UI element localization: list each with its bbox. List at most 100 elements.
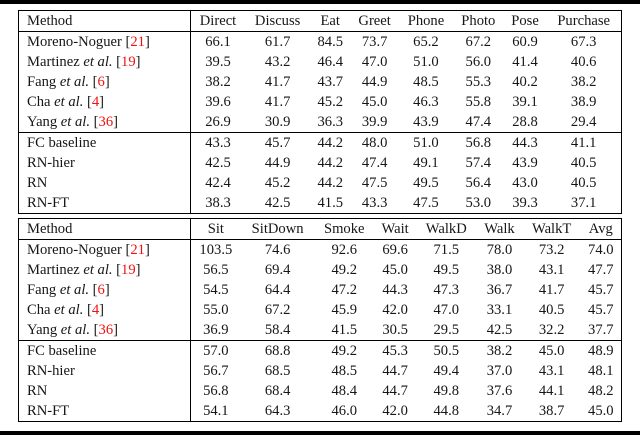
value-cell: 47.7 [588, 262, 614, 278]
value-cell: 45.2 [317, 94, 344, 110]
value-cell: 57.0 [203, 343, 229, 359]
value-cell: 43.7 [317, 74, 344, 90]
value-cell: 69.4 [264, 262, 291, 278]
value-cell: 47.3 [433, 282, 460, 298]
value-cell: 43.2 [264, 54, 291, 70]
value-cell: 48.5 [413, 74, 439, 90]
value-cell: 44.2 [317, 155, 344, 171]
method-name: Yang [27, 322, 58, 338]
value-cell: 68.8 [264, 343, 291, 359]
value-cell: 44.8 [433, 403, 460, 419]
value-cell: 64.4 [264, 282, 291, 298]
value-cell: 55.3 [465, 74, 492, 90]
method-name: Cha [27, 94, 51, 110]
value-cell: 45.7 [588, 282, 614, 298]
value-cell: 39.9 [361, 114, 388, 130]
method-cell: RN [18, 381, 191, 401]
etal-label: et al. [79, 262, 113, 278]
table-row: FC baseline 43.3 45.7 44.2 48.0 51.0 56.8 44.3 4… [18, 132, 622, 153]
etal-label: et al. [56, 282, 90, 298]
column-header: Wait [381, 221, 409, 237]
results-table-upper: Method Direct Discuss Eat Greet Phone Photo Pos… [18, 10, 622, 214]
value-cell: 55.8 [465, 94, 492, 110]
value-cell: 41.7 [538, 282, 565, 298]
column-header: Direct [199, 13, 237, 29]
value-cell: 46.3 [413, 94, 439, 110]
value-cell: 29.4 [570, 114, 597, 130]
value-cell: 48.2 [588, 383, 614, 399]
value-cell: 78.0 [486, 242, 513, 258]
value-cell: 73.7 [361, 34, 388, 50]
value-cell: 26.9 [205, 114, 231, 130]
table-row: Fang et al. [6] 38.2 41.7 43.7 44.9 48.5 55.3 4… [18, 72, 622, 92]
value-cell: 38.9 [570, 94, 597, 110]
value-cell: 51.0 [413, 54, 439, 70]
value-cell: 67.2 [465, 34, 492, 50]
value-cell: 69.6 [382, 242, 408, 258]
value-cell: 39.3 [512, 195, 538, 211]
value-cell: 48.0 [361, 135, 388, 151]
column-header: SitDown [251, 221, 304, 237]
value-cell: 43.1 [538, 262, 565, 278]
etal-label: et al. [57, 322, 90, 338]
method-cell: Cha et al. [4] [18, 300, 191, 320]
value-cell: 74.0 [588, 242, 614, 258]
column-header: WalkD [425, 221, 467, 237]
value-cell: 37.7 [588, 322, 614, 338]
value-cell: 37.0 [486, 363, 513, 379]
value-cell: 44.7 [382, 383, 408, 399]
method-name: RN-hier [27, 155, 75, 171]
method-cell: Fang et al. [6] [18, 72, 191, 92]
method-cell: FC baseline [18, 340, 191, 361]
method-cell: RN-FT [18, 401, 191, 422]
method-name: RN-FT [27, 195, 70, 211]
method-name: FC baseline [27, 135, 97, 151]
method-name: FC baseline [27, 343, 97, 359]
table-row: Yang et al. [36] 26.9 30.9 36.3 39.9 43.9 47.4… [18, 112, 622, 133]
method-column-header: Method [18, 218, 191, 240]
value-cell: 48.4 [331, 383, 358, 399]
value-cell: 38.2 [205, 74, 231, 90]
value-cell: 30.5 [382, 322, 408, 338]
value-cell: 43.3 [205, 135, 231, 151]
value-cell: 49.1 [413, 155, 439, 171]
method-name: Yang [27, 114, 58, 130]
method-cell: Yang et al. [36] [18, 112, 191, 133]
value-cell: 47.5 [413, 195, 439, 211]
value-cell: 36.3 [317, 114, 344, 130]
method-name: Fang [27, 282, 57, 298]
method-name: Fang [27, 74, 57, 90]
value-cell: 47.4 [361, 155, 388, 171]
table-row: RN-hier 56.7 68.5 48.5 44.7 49.4 37.0 43.1 48.1 [18, 361, 622, 381]
column-header: Eat [320, 13, 340, 29]
value-cell: 36.9 [203, 322, 229, 338]
table-row: RN 56.8 68.4 48.4 44.7 49.8 37.6 44.1 48.2 [18, 381, 622, 401]
value-cell: 37.1 [570, 195, 597, 211]
value-cell: 45.7 [264, 135, 291, 151]
value-cell: 64.3 [264, 403, 291, 419]
citation-ref: 21 [130, 242, 145, 258]
table-row: Yang et al. [36] 36.9 58.4 41.5 30.5 29.5 42.5… [18, 320, 622, 341]
value-cell: 39.1 [512, 94, 538, 110]
table-row: RN-FT 38.3 42.5 41.5 43.3 47.5 53.0 39.3 37.1 [18, 193, 622, 214]
value-cell: 68.5 [264, 363, 291, 379]
column-header: Phone [407, 13, 445, 29]
value-cell: 58.4 [264, 322, 291, 338]
value-cell: 56.5 [203, 262, 229, 278]
citation-ref: 6 [97, 282, 105, 298]
value-cell: 49.2 [331, 343, 358, 359]
citation-ref: 19 [121, 54, 136, 70]
value-cell: 39.5 [205, 54, 231, 70]
method-cell: Martinez et al. [19] [18, 260, 191, 280]
value-cell: 42.5 [205, 155, 231, 171]
value-cell: 40.5 [570, 155, 597, 171]
value-cell: 44.2 [317, 135, 344, 151]
value-cell: 41.7 [264, 94, 291, 110]
method-cell: Martinez et al. [19] [18, 52, 191, 72]
value-cell: 44.7 [382, 363, 408, 379]
table-row: FC baseline 57.0 68.8 49.2 45.3 50.5 38.2 45.0 4… [18, 340, 622, 361]
value-cell: 45.3 [382, 343, 408, 359]
table-row: Moreno-Noguer [21] 103.5 74.6 92.6 69.6 71.5 7… [18, 239, 622, 260]
column-header: Walk [484, 221, 515, 237]
